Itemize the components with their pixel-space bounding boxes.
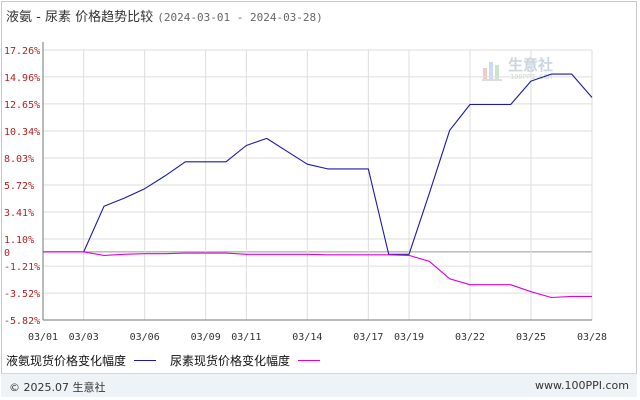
x-tick-label: 03/28 <box>577 332 607 343</box>
y-tick-label: -1.21% <box>4 262 40 273</box>
legend-item-series-1: 液氨现货价格变化幅度 <box>6 352 157 369</box>
x-tick-label: 03/17 <box>353 332 383 343</box>
y-tick-label: 12.65% <box>4 100 40 111</box>
date-range: (2024-03-01 - 2024-03-28) <box>157 11 323 24</box>
y-tick-label: 3.41% <box>4 208 34 219</box>
x-tick-label: 03/22 <box>455 332 485 343</box>
y-tick-label: 5.72% <box>4 181 34 192</box>
series-line-1 <box>43 73 593 255</box>
x-tick-label: 03/19 <box>394 332 424 343</box>
y-tick-label: 8.03% <box>4 154 34 165</box>
footer-copyright: © 2025.07 生意社 <box>9 381 106 394</box>
x-tick-label: 03/03 <box>69 332 99 343</box>
legend-swatch-series-2 <box>298 360 321 361</box>
series-lines <box>43 73 593 299</box>
y-tick-label: 17.26% <box>4 46 40 57</box>
x-tick-label: 03/01 <box>28 332 58 343</box>
title-text: 液氨 - 尿素 价格趋势比较 <box>6 10 154 25</box>
legend-label-series-1: 液氨现货价格变化幅度 <box>6 354 127 368</box>
x-tick-label: 03/09 <box>191 332 221 343</box>
y-tick-label: -3.52% <box>4 289 40 300</box>
legend-label-series-2: 尿素现货价格变化幅度 <box>170 354 291 368</box>
legend-swatch-series-1 <box>134 360 157 361</box>
x-tick-label: 03/11 <box>231 332 261 343</box>
x-tick-label: 03/25 <box>516 332 546 343</box>
legend-item-series-2: 尿素现货价格变化幅度 <box>170 352 321 369</box>
series-line-2 <box>43 251 592 299</box>
legend: 液氨现货价格变化幅度 尿素现货价格变化幅度 <box>6 352 334 369</box>
grid <box>42 49 593 321</box>
footer-bar: © 2025.07 生意社 www.100PPI.com <box>1 373 637 397</box>
y-tick-label: 1.10% <box>4 235 34 246</box>
x-tick-label: 03/14 <box>292 332 322 343</box>
y-tick-label: 14.96% <box>4 73 40 84</box>
y-tick-label: 10.34% <box>4 127 40 138</box>
y-tick-label: -5.82% <box>4 316 40 327</box>
axes <box>42 42 592 321</box>
footer-site-link[interactable]: www.100PPI.com <box>535 379 629 392</box>
y-tick-label: 0 <box>4 248 10 259</box>
x-tick-label: 03/06 <box>130 332 160 343</box>
chart-title: 液氨 - 尿素 价格趋势比较 (2024-03-01 - 2024-03-28) <box>6 6 323 25</box>
logo-icon <box>482 62 502 81</box>
tick-labels: 17.26% 14.96% 12.65% 10.34% 8.03% 5.72% 3.41% 1… <box>4 46 607 343</box>
